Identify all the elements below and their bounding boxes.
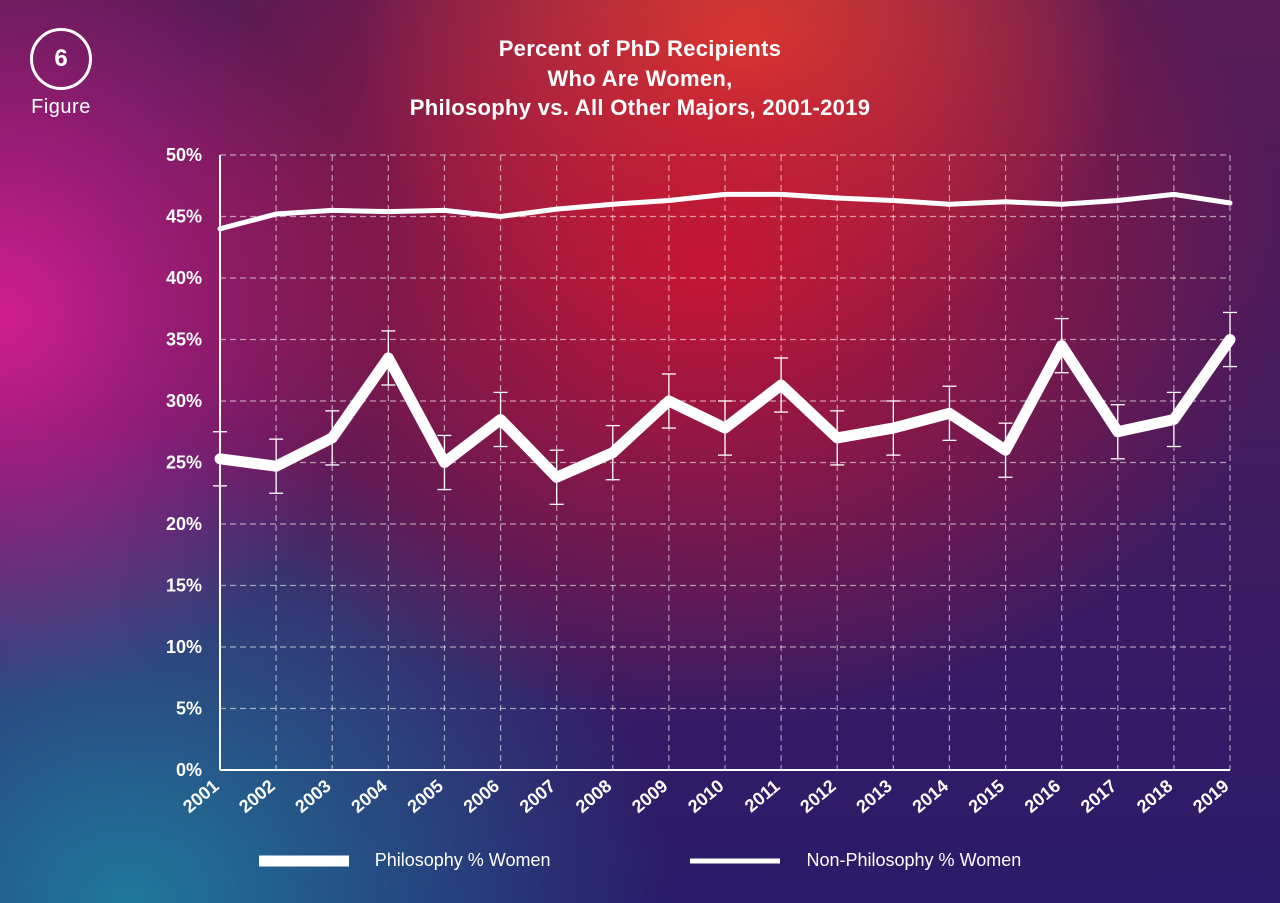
- y-tick-label: 50%: [166, 145, 202, 165]
- x-tick-label: 2018: [1133, 776, 1177, 817]
- figure-container: 6 Figure Percent of PhD Recipients Who A…: [0, 0, 1280, 903]
- y-tick-label: 35%: [166, 330, 202, 350]
- y-tick-label: 0%: [176, 760, 202, 780]
- y-tick-label: 25%: [166, 453, 202, 473]
- x-tick-label: 2003: [291, 776, 335, 817]
- x-tick-label: 2002: [235, 776, 279, 817]
- x-tick-label: 2011: [741, 776, 784, 816]
- x-tick-label: 2006: [460, 776, 504, 817]
- y-tick-label: 40%: [166, 268, 202, 288]
- y-tick-label: 20%: [166, 514, 202, 534]
- y-tick-label: 15%: [166, 576, 202, 596]
- chart-svg: 0% 5% 10% 15% 20% 25% 30% 35% 40% 45% 50% 2001 2002 2…: [0, 0, 1280, 903]
- x-tick-label: 2001: [179, 776, 223, 817]
- legend-label-nonphilosophy: Non-Philosophy % Women: [806, 850, 1021, 871]
- legend-item-nonphilosophy: Non-Philosophy % Women: [690, 850, 1021, 871]
- x-tick-label: 2008: [572, 776, 616, 817]
- legend-swatch-nonphilosophy: [690, 851, 780, 871]
- x-tick-label: 2019: [1189, 776, 1233, 817]
- x-tick-label: 2015: [965, 776, 1009, 817]
- x-tick-label: 2012: [796, 776, 840, 817]
- x-tick-label: 2009: [628, 776, 672, 817]
- x-tick-label: 2013: [852, 776, 896, 817]
- x-tick-label: 2004: [347, 776, 391, 817]
- legend-swatch-philosophy: [259, 851, 349, 871]
- x-tick-label: 2016: [1021, 776, 1065, 817]
- x-tick-label: 2017: [1077, 776, 1121, 817]
- x-tick-label: 2010: [684, 776, 728, 817]
- x-tick-label: 2007: [516, 776, 560, 817]
- y-tick-label: 10%: [166, 637, 202, 657]
- legend-label-philosophy: Philosophy % Women: [375, 850, 551, 871]
- legend-item-philosophy: Philosophy % Women: [259, 850, 551, 871]
- legend: Philosophy % Women Non-Philosophy % Wome…: [0, 850, 1280, 871]
- x-tick-label: 2005: [403, 776, 447, 817]
- x-tick-label: 2014: [908, 776, 952, 817]
- y-tick-label: 5%: [176, 699, 202, 719]
- y-tick-label: 45%: [166, 207, 202, 227]
- y-tick-label: 30%: [166, 391, 202, 411]
